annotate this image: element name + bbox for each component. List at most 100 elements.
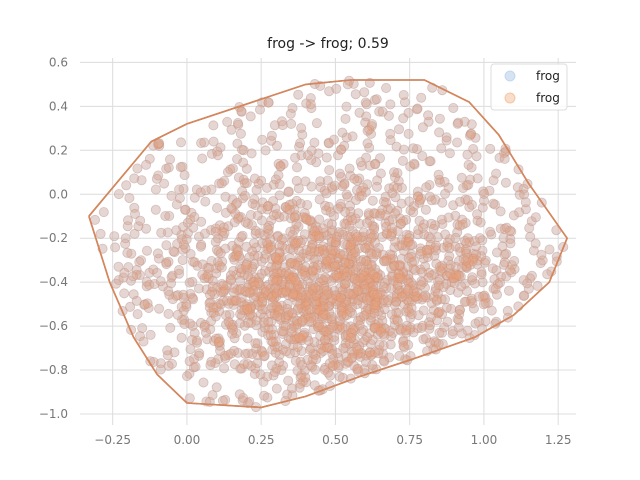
- x-tick-label: 1.00: [471, 433, 498, 447]
- data-point-series-1: [448, 273, 459, 284]
- data-point-series-1: [266, 254, 277, 265]
- data-point-series-1: [392, 283, 403, 294]
- data-point-series-1: [358, 254, 369, 265]
- data-point-series-1: [319, 280, 330, 291]
- data-point-series-2: [418, 305, 429, 316]
- data-point-series-2: [375, 168, 386, 179]
- data-point-series-1: [385, 254, 396, 265]
- data-point-series-2: [290, 210, 301, 221]
- data-point-series-1: [480, 255, 491, 266]
- data-point-series-1: [247, 348, 258, 359]
- data-point-series-1: [401, 229, 412, 240]
- legend-label-series-1: frog: [536, 69, 560, 83]
- data-point-series-1: [176, 314, 187, 325]
- data-point-series-2: [478, 299, 489, 310]
- data-point-series-2: [405, 205, 416, 216]
- data-point-series-1: [185, 214, 196, 225]
- data-point-series-1: [219, 363, 230, 374]
- data-point-series-1: [502, 305, 513, 316]
- data-point-series-1: [452, 219, 463, 230]
- data-point-series-2: [436, 143, 447, 154]
- data-point-series-2: [385, 128, 396, 139]
- data-point-series-1: [461, 262, 472, 273]
- data-point-series-1: [315, 304, 326, 315]
- data-point-series-1: [239, 320, 250, 331]
- data-point-series-1: [420, 261, 431, 272]
- data-point-series-2: [499, 249, 510, 260]
- data-point-series-2: [251, 184, 262, 195]
- data-point-series-1: [383, 110, 394, 121]
- data-point-series-1: [276, 287, 287, 298]
- data-point-series-1: [260, 287, 271, 298]
- data-point-series-1: [193, 283, 204, 294]
- data-point-series-2: [263, 316, 274, 327]
- data-point-series-1: [371, 181, 382, 192]
- data-point-series-2: [223, 316, 234, 327]
- data-point-series-1: [398, 245, 409, 256]
- data-point-series-1: [245, 273, 256, 284]
- data-point-series-2: [474, 233, 485, 244]
- data-point-series-1: [279, 281, 290, 292]
- data-point-series-2: [211, 202, 222, 213]
- data-point-series-2: [241, 241, 252, 252]
- data-point-series-1: [214, 336, 225, 347]
- data-point-series-2: [285, 108, 296, 119]
- data-point-series-1: [361, 270, 372, 281]
- data-point-series-2: [311, 118, 322, 129]
- data-point-series-2: [132, 163, 143, 174]
- data-point-series-2: [370, 159, 381, 170]
- data-point-series-2: [368, 269, 379, 280]
- data-point-series-1: [214, 340, 225, 351]
- data-point-series-1: [321, 274, 332, 285]
- data-point-series-2: [370, 299, 381, 310]
- data-point-series-1: [425, 156, 436, 167]
- data-point-series-1: [294, 332, 305, 343]
- data-point-series-1: [298, 248, 309, 259]
- data-point-series-1: [227, 194, 238, 205]
- data-point-series-1: [236, 106, 247, 117]
- data-point-series-1: [275, 160, 286, 171]
- data-point-series-2: [166, 190, 177, 201]
- data-point-series-1: [354, 191, 365, 202]
- data-point-series-2: [242, 304, 253, 315]
- data-point-series-2: [234, 250, 245, 261]
- data-point-series-1: [429, 250, 440, 261]
- data-point-series-2: [192, 337, 203, 348]
- data-point-series-2: [267, 275, 278, 286]
- data-point-series-2: [344, 221, 355, 232]
- data-point-series-1: [206, 148, 217, 159]
- data-point-series-1: [409, 256, 420, 267]
- data-point-series-2: [262, 223, 273, 234]
- data-point-series-1: [180, 204, 191, 215]
- data-point-series-1: [220, 319, 231, 330]
- data-point-series-1: [430, 283, 441, 294]
- data-point-series-2: [208, 120, 219, 131]
- data-point-series-2: [293, 245, 304, 256]
- data-point-series-1: [309, 307, 320, 318]
- data-point-series-2: [362, 179, 373, 190]
- data-point-series-1: [365, 274, 376, 285]
- data-point-series-2: [240, 217, 251, 228]
- data-point-series-1: [401, 327, 412, 338]
- data-point-series-2: [453, 315, 464, 326]
- data-point-series-1: [269, 309, 280, 320]
- data-point-series-2: [385, 249, 396, 260]
- data-point-series-1: [199, 273, 210, 284]
- data-point-series-1: [233, 237, 244, 248]
- data-point-series-1: [336, 265, 347, 276]
- data-point-series-1: [444, 234, 455, 245]
- data-point-series-1: [379, 277, 390, 288]
- data-point-series-2: [310, 364, 321, 375]
- data-point-series-1: [358, 292, 369, 303]
- data-point-series-2: [161, 240, 172, 251]
- data-point-series-1: [477, 235, 488, 246]
- data-point-series-1: [404, 306, 415, 317]
- data-point-series-2: [309, 137, 320, 148]
- data-point-series-1: [509, 264, 520, 275]
- data-point-series-2: [174, 193, 185, 204]
- y-tick-label: 0.4: [49, 99, 68, 113]
- data-point-series-1: [318, 292, 329, 303]
- chart-title: frog -> frog; 0.59: [267, 36, 389, 52]
- data-point-series-1: [129, 228, 140, 239]
- data-point-series-1: [291, 322, 302, 333]
